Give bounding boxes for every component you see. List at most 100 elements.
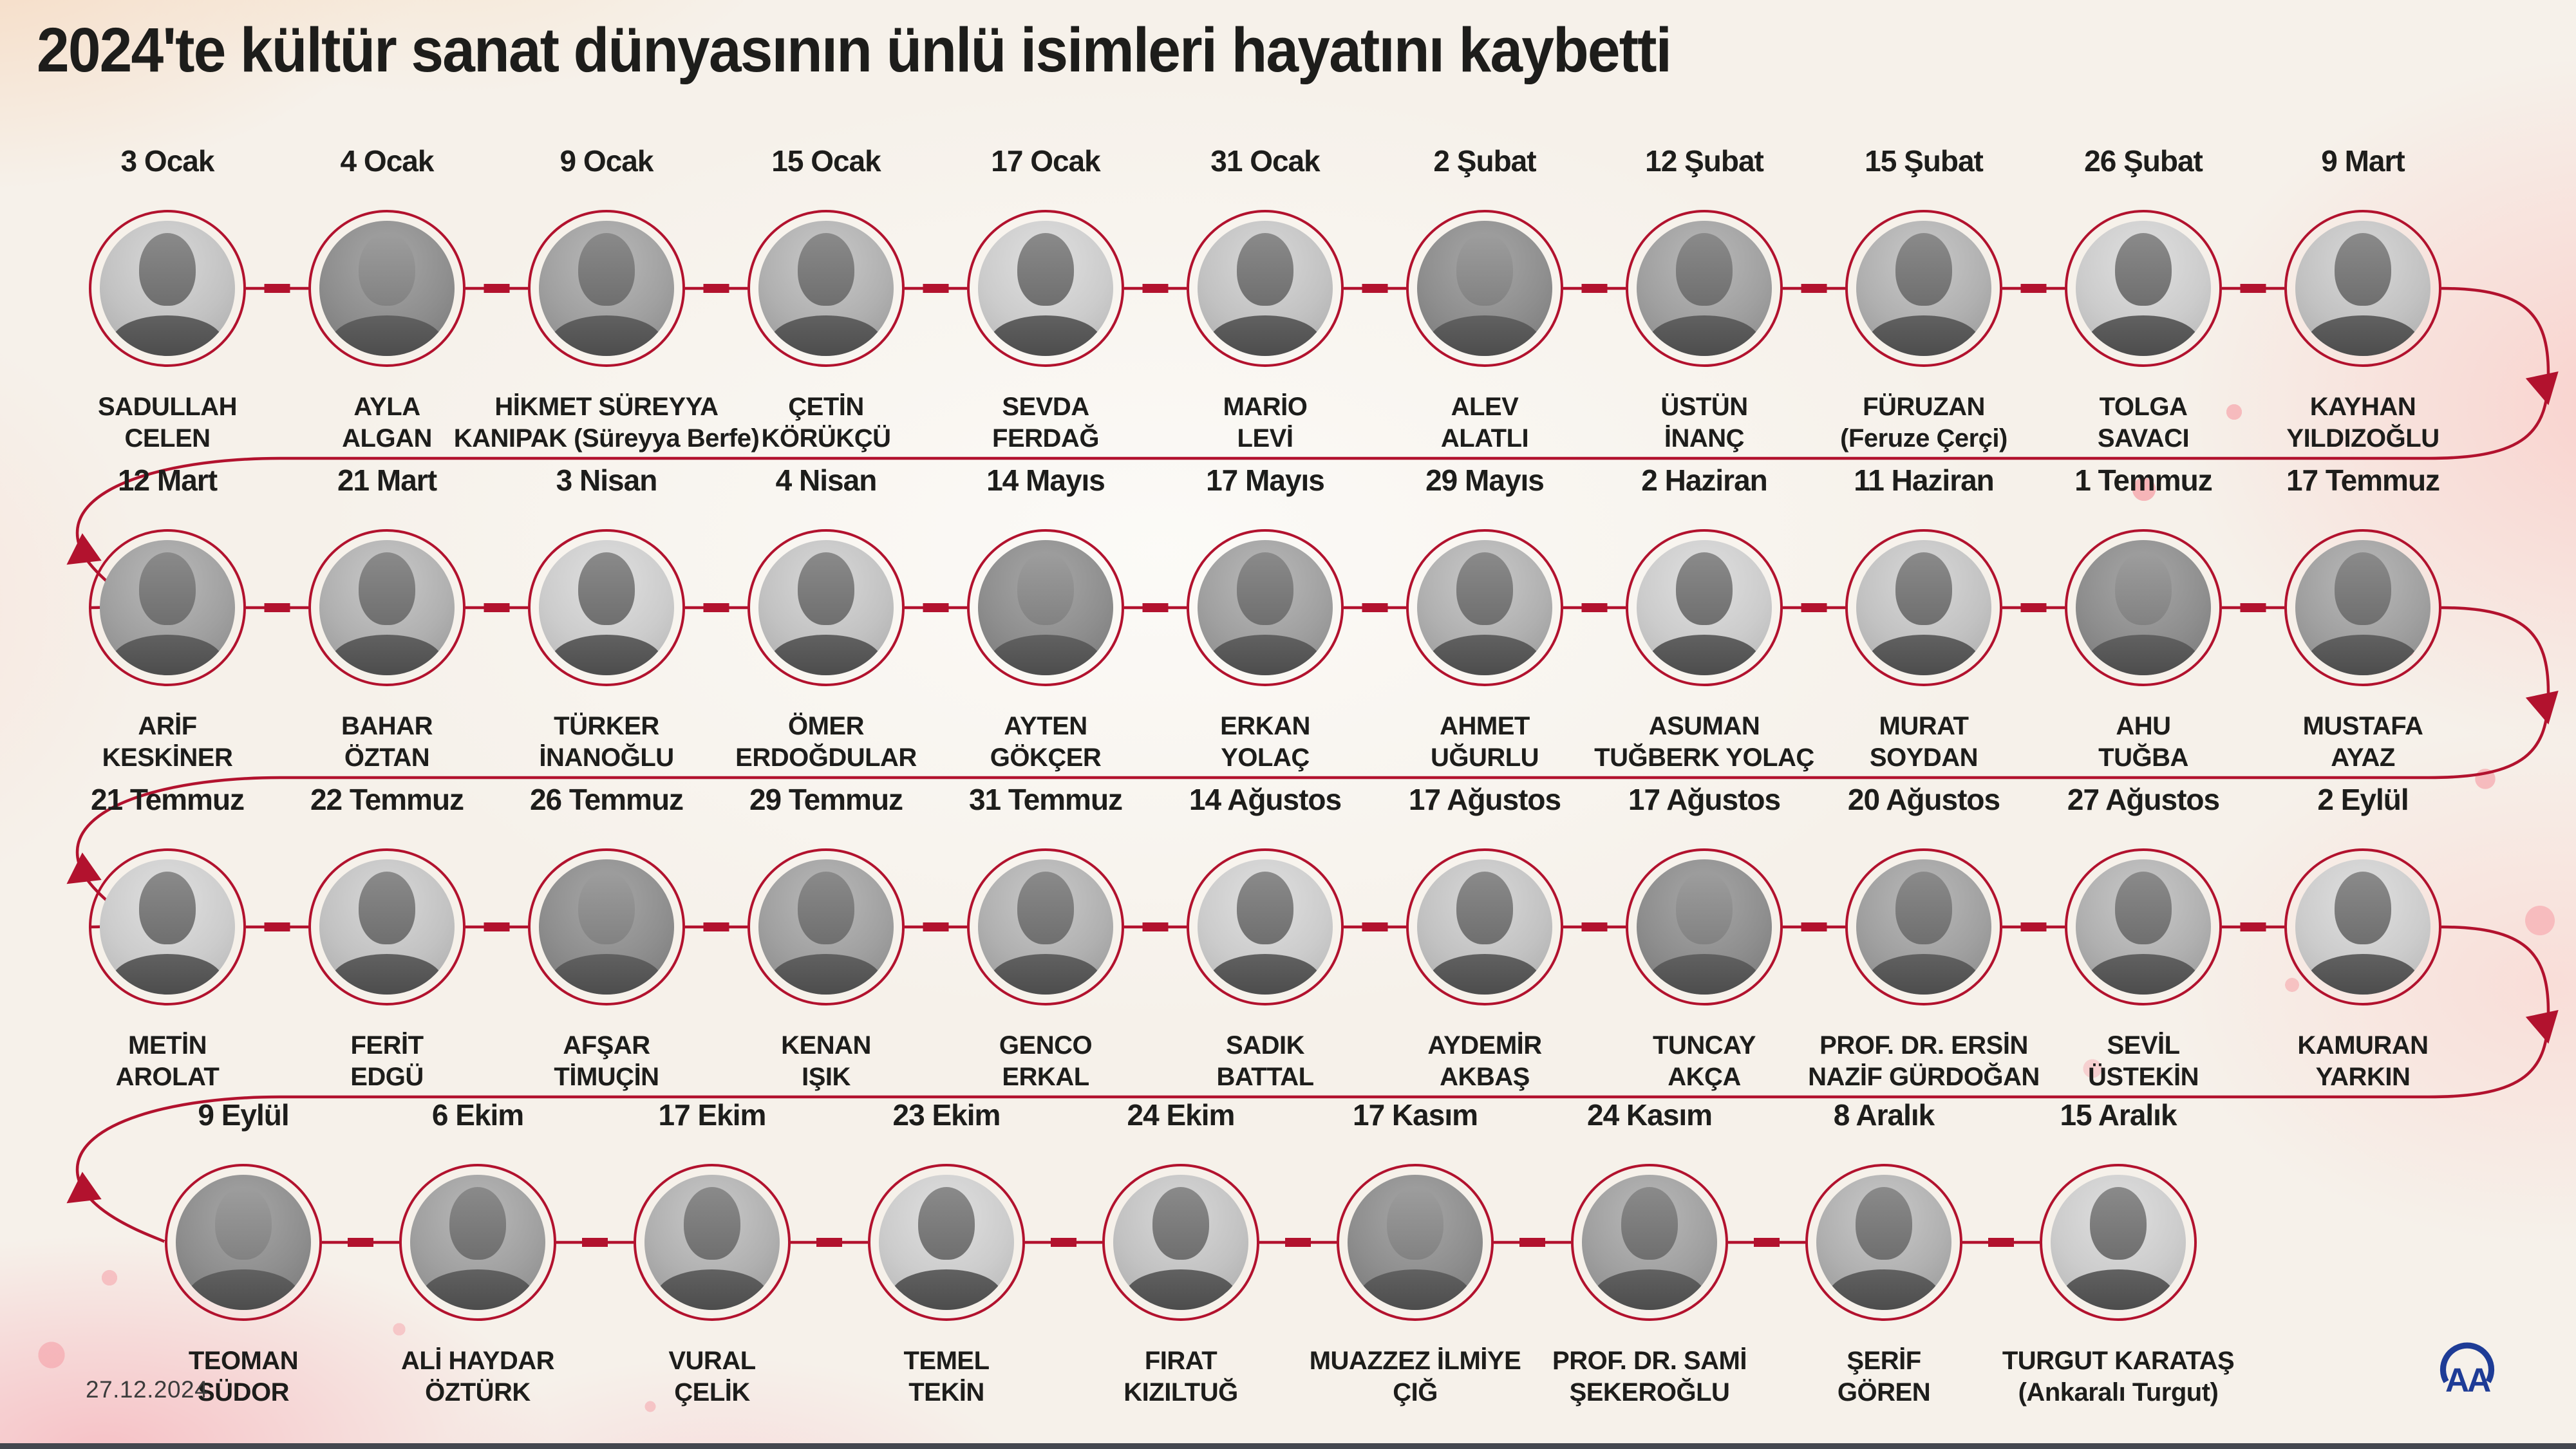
portrait-photo (2076, 540, 2211, 675)
portrait-ring (1406, 210, 1563, 367)
entry-date: 1 Temmuz (2074, 463, 2213, 497)
connector-bead (1801, 922, 1827, 931)
entry-date: 17 Ağustos (1408, 783, 1561, 816)
entry-date: 26 Temmuz (529, 783, 684, 816)
portrait-ring (89, 529, 246, 686)
portrait-ring (2284, 210, 2441, 367)
entry-name: ŞERİF GÖREN (1837, 1347, 1931, 1407)
connector-bead (348, 1238, 373, 1247)
timeline-entry: 17 Ocak SEVDA FERDAĞ (878, 137, 1213, 498)
connector-bead (1988, 1238, 2014, 1247)
portrait-ring (89, 210, 246, 367)
entry-date: 9 Mart (2321, 144, 2405, 178)
portrait-photo (1198, 221, 1333, 356)
entry-name: GENCO ERKAL (999, 1031, 1093, 1091)
timeline-entry: 22 Temmuz FERİT EDGÜ (220, 776, 554, 1136)
connector-bead (1581, 284, 1608, 293)
entry-name: PROF. DR. SAMİ ŞEKEROĞLU (1552, 1347, 1747, 1407)
portrait-ring (868, 1164, 1025, 1321)
connector-bead (1362, 284, 1388, 293)
timeline-entry: 17 Ekim VURAL ÇELİK (545, 1091, 879, 1449)
timeline-arrow-icon (2525, 1009, 2559, 1044)
entry-name: MURAT SOYDAN (1869, 712, 1979, 772)
entry-date: 17 Mayıs (1206, 463, 1325, 497)
entry-date: 20 Ağustos (1847, 783, 2000, 816)
portrait-photo (758, 859, 894, 995)
entry-date: 23 Ekim (892, 1098, 1001, 1132)
portrait-ring (1805, 1164, 1962, 1321)
connector-bead (1362, 922, 1388, 931)
portrait-photo (1198, 859, 1333, 995)
portrait-ring (2065, 529, 2222, 686)
entry-name: AHU TUĞBA (2098, 712, 2188, 772)
portrait-photo (978, 540, 1113, 675)
portrait-photo (1417, 859, 1552, 995)
portrait-photo (1637, 540, 1772, 675)
portrait-ring (308, 848, 465, 1005)
portrait-ring (1626, 529, 1783, 686)
connector-bead (2020, 603, 2047, 612)
timeline-entry: 24 Ekim FIRAT KIZILTUĞ (1013, 1091, 1348, 1449)
portrait-ring (89, 848, 246, 1005)
portrait-photo (1417, 540, 1552, 675)
connector-bead (1142, 922, 1169, 931)
timeline-entry: 31 Ocak MARİO LEVİ (1098, 137, 1433, 498)
portrait-ring (1187, 848, 1344, 1005)
portrait-photo (410, 1175, 545, 1310)
portrait-ring (967, 210, 1124, 367)
portrait-ring (747, 848, 905, 1005)
portrait-ring (308, 529, 465, 686)
connector-bead (264, 922, 290, 931)
entry-date: 21 Temmuz (90, 783, 245, 816)
portrait-ring (1845, 848, 2002, 1005)
entry-name: MUAZZEZ İLMİYE ÇIĞ (1309, 1347, 1521, 1407)
entry-date: 31 Ocak (1210, 144, 1320, 178)
portrait-photo (100, 221, 235, 356)
portrait-photo (1637, 859, 1772, 995)
connector-bead (923, 284, 949, 293)
entry-name: ERKAN YOLAÇ (1220, 712, 1310, 772)
entry-name: ALEV ALATLI (1440, 393, 1529, 453)
timeline-entry: 24 Kasım PROF. DR. SAMİ ŞEKEROĞLU (1482, 1091, 1817, 1449)
entry-name: MUSTAFA AYAZ (2302, 712, 2423, 772)
entry-date: 29 Temmuz (749, 783, 903, 816)
portrait-photo (2076, 221, 2211, 356)
entry-name: SEVDA FERDAĞ (992, 393, 1099, 453)
connector-bead (703, 922, 729, 931)
entry-date: 8 Aralık (1833, 1098, 1935, 1132)
timeline-entry: 15 Ocak ÇETİN KÖRÜKÇÜ (659, 137, 993, 498)
entry-date: 17 Ocak (991, 144, 1100, 178)
timeline-entry: 17 Ağustos AYDEMİR AKBAŞ (1317, 776, 1652, 1136)
portrait-ring (165, 1164, 322, 1321)
entry-date: 17 Temmuz (2286, 463, 2440, 497)
entry-name: ALİ HAYDAR ÖZTÜRK (401, 1347, 555, 1407)
timeline-entry: 4 Nisan ÖMER ERDOĞDULAR (659, 456, 993, 817)
entry-name: BAHAR ÖZTAN (341, 712, 433, 772)
portrait-photo (2051, 1175, 2186, 1310)
portrait-photo (1582, 1175, 1717, 1310)
entry-name: AHMET UĞURLU (1430, 712, 1539, 772)
timeline-entry: 1 Temmuz AHU TUĞBA (1976, 456, 2311, 817)
portrait-photo (2295, 859, 2430, 995)
page-title: 2024'te kültür sanat dünyasının ünlü isi… (37, 15, 1672, 85)
portrait-photo (539, 540, 674, 675)
connector-bead (816, 1238, 842, 1247)
portrait-ring (528, 210, 685, 367)
entry-date: 14 Ağustos (1189, 783, 1342, 816)
portrait-ring (1102, 1164, 1259, 1321)
portrait-ring (528, 848, 685, 1005)
entry-date: 27 Ağustos (2067, 783, 2220, 816)
entry-date: 15 Şubat (1865, 144, 1984, 178)
timeline-entry: 31 Temmuz GENCO ERKAL (878, 776, 1213, 1136)
entry-date: 29 Mayıs (1425, 463, 1545, 497)
connector-bead (1142, 603, 1169, 612)
connector-bead (582, 1238, 608, 1247)
entry-date: 2 Eylül (2317, 783, 2409, 816)
aa-agency-logo: AA (2440, 1342, 2495, 1398)
entry-name: TÜRKER İNANOĞLU (539, 712, 674, 772)
portrait-photo (758, 221, 894, 356)
portrait-ring (634, 1164, 791, 1321)
timeline-entry: 6 Ekim ALİ HAYDAR ÖZTÜRK (310, 1091, 645, 1449)
entry-name: FERİT EDGÜ (350, 1031, 424, 1091)
